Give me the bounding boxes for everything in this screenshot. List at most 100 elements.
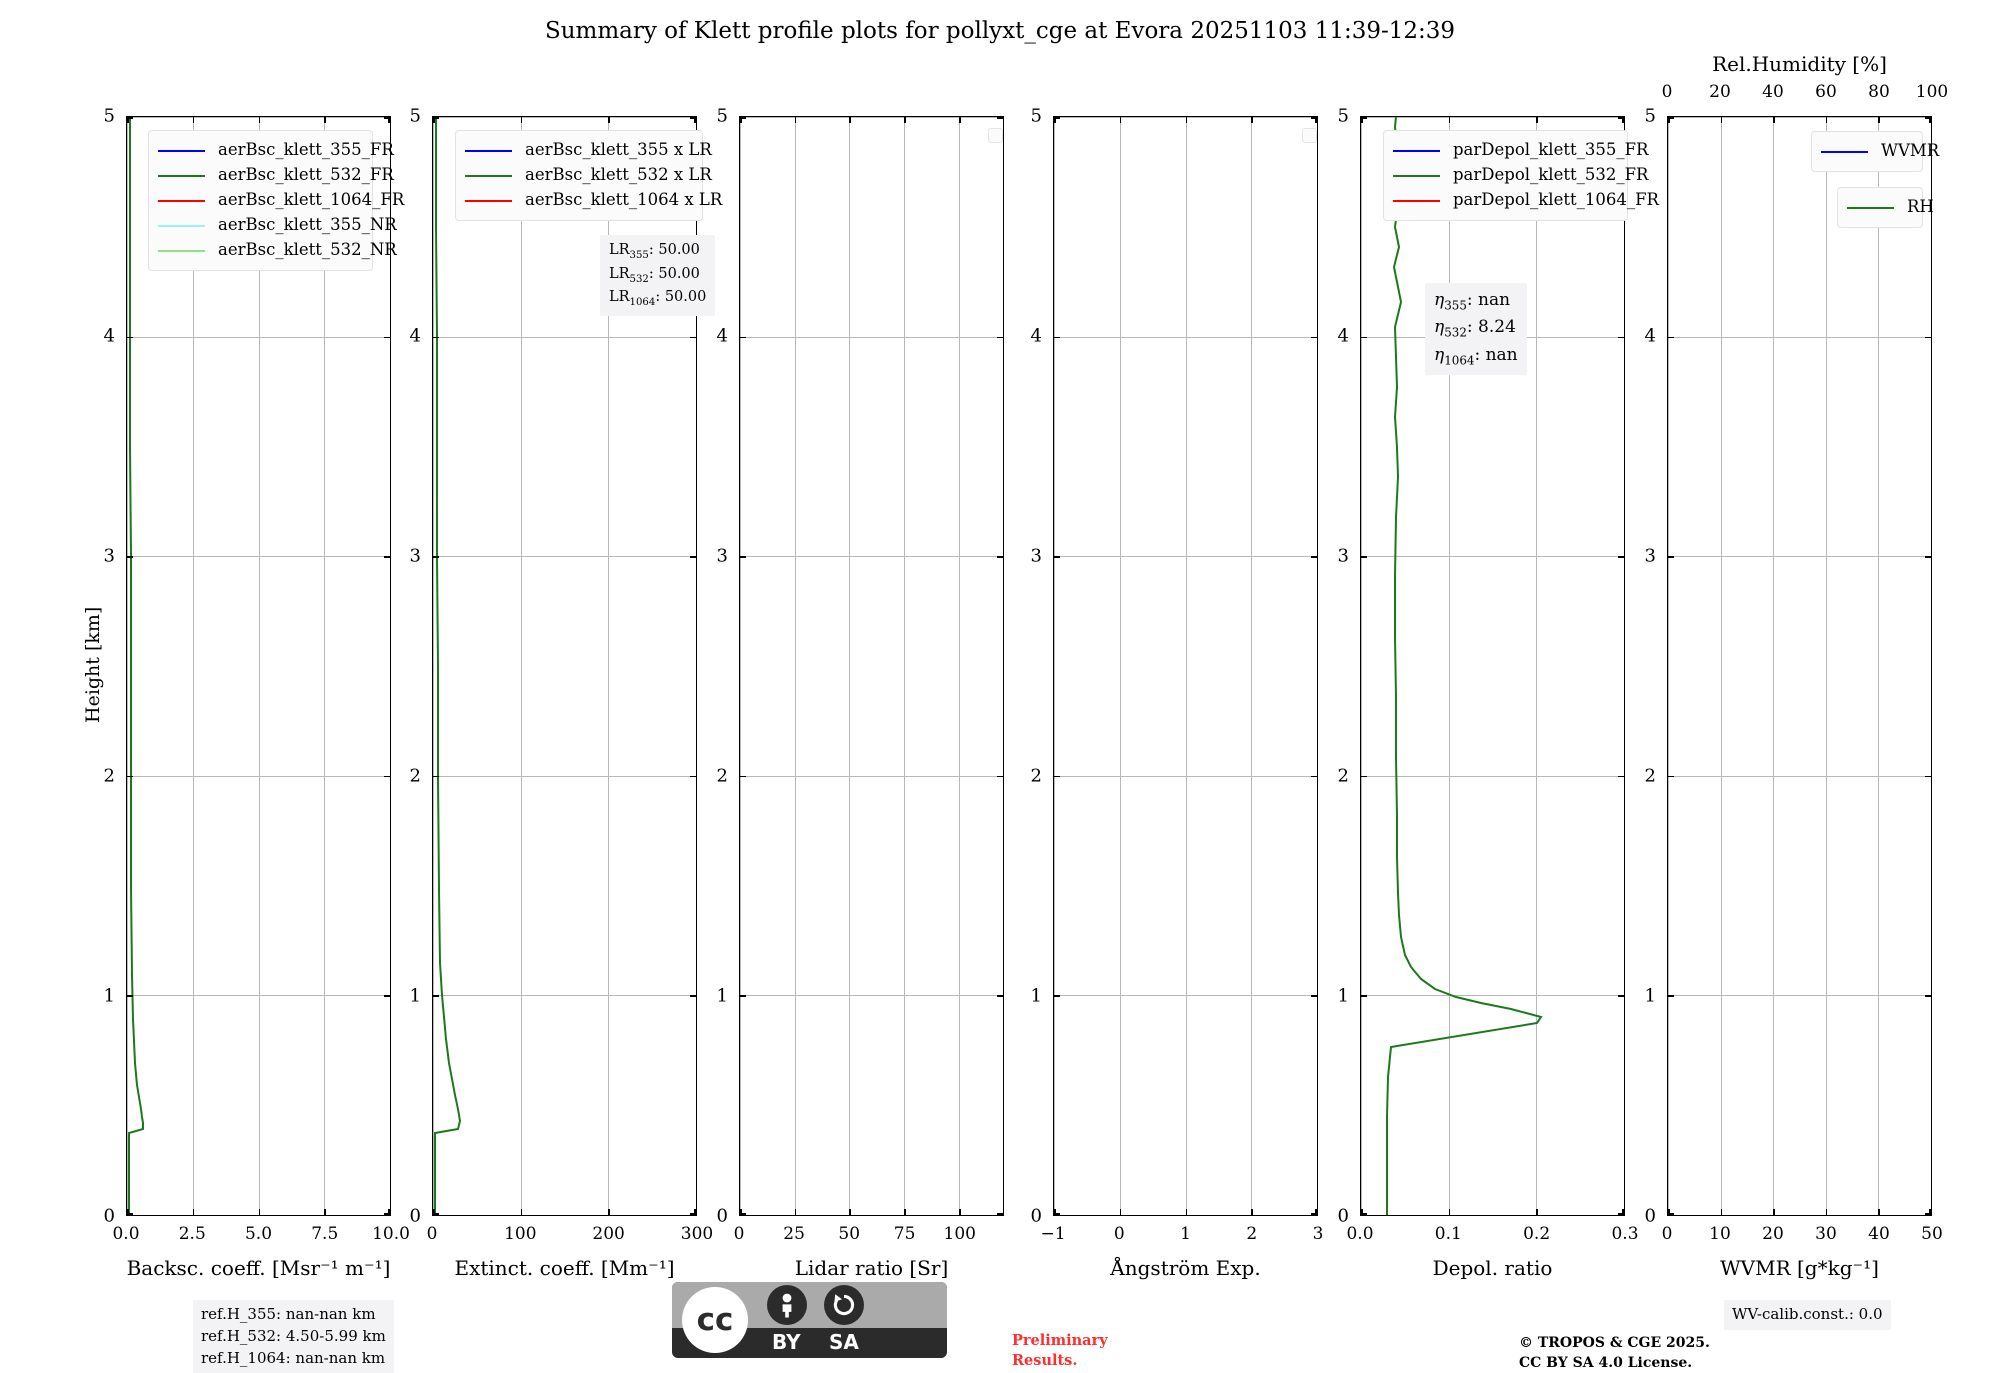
legend-swatch-wvmr xyxy=(1821,150,1868,153)
eta-532-row: η532: 8.24 xyxy=(1434,317,1516,340)
y-tick-2: 2 xyxy=(409,765,421,787)
ref-height-532: ref.H_532: 4.50-5.99 km xyxy=(201,1326,386,1345)
y-tick-0: 0 xyxy=(1644,1205,1656,1227)
wv-calib-const: WV-calib.const.: 0.0 xyxy=(1732,1305,1883,1323)
x-axis-title-backscatter: Backsc. coeff. [Msr⁻¹ m⁻¹] xyxy=(126,1256,391,1280)
ref-height-1064: ref.H_1064: nan-nan km xyxy=(201,1348,386,1367)
plot-area-backscatter xyxy=(126,116,391,1216)
x-tick-label: 0 xyxy=(1113,1224,1125,1244)
x-tick-label: 200 xyxy=(592,1224,625,1244)
x-tick-label: −1 xyxy=(1040,1224,1066,1244)
plot-area-lidar-ratio xyxy=(739,116,1004,1216)
y-tick-2: 2 xyxy=(716,765,728,787)
legend-swatch-1064-lr xyxy=(465,199,512,202)
y-tick-2: 2 xyxy=(1337,765,1349,787)
y-tick-1: 1 xyxy=(409,985,421,1007)
legend-item[interactable]: RH xyxy=(1847,195,1934,220)
legend-swatch-depol-532 xyxy=(1393,174,1440,177)
legend-item[interactable]: aerBsc_klett_355 x LR xyxy=(465,138,712,163)
legend-item[interactable]: parDepol_klett_1064_FR xyxy=(1393,188,1659,213)
depol-curve xyxy=(1386,117,1543,1215)
x-tick-label: 0 xyxy=(733,1224,745,1244)
y-tick-5: 5 xyxy=(1030,105,1042,127)
legend-item[interactable]: parDepol_klett_355_FR xyxy=(1393,138,1648,163)
eta-key: η xyxy=(1434,317,1445,338)
legend-item[interactable]: aerBsc_klett_355_FR xyxy=(158,138,394,163)
legend-depol-ratio[interactable]: parDepol_klett_355_FR parDepol_klett_532… xyxy=(1383,130,1659,221)
y-tick-0: 0 xyxy=(409,1205,421,1227)
y-tick-3: 3 xyxy=(1030,545,1042,567)
preliminary-line-2: Results. xyxy=(1012,1351,1078,1369)
legend-swatch-532-lr xyxy=(465,174,512,177)
legend-item[interactable]: aerBsc_klett_355_NR xyxy=(158,213,397,238)
top-x-tick-label: 60 xyxy=(1815,82,1837,102)
sa-label: SA xyxy=(829,1330,859,1354)
legend-swatch-355-lr xyxy=(465,149,512,152)
y-tick-5: 5 xyxy=(1337,105,1349,127)
legend-label: parDepol_klett_1064_FR xyxy=(1453,190,1659,210)
legend-item[interactable]: aerBsc_klett_532_FR xyxy=(158,163,394,188)
legend-item[interactable]: aerBsc_klett_532 x LR xyxy=(465,163,712,188)
panel-depol-ratio: 5 4 3 2 1 0 0.0 0.1 0.2 0.3 Depol. ratio xyxy=(1338,106,1639,1281)
legend-backscatter[interactable]: aerBsc_klett_355_FR aerBsc_klett_532_FR … xyxy=(148,130,404,271)
cc-by-sa-badge-icon: cc BY SA xyxy=(672,1282,947,1358)
x-tick-label: 3 xyxy=(1312,1224,1324,1244)
x-tick-label: 2 xyxy=(1246,1224,1258,1244)
legend-rh[interactable]: RH xyxy=(1837,187,1934,228)
lr-value: 50.00 xyxy=(664,289,707,306)
preliminary-results-note: Preliminary Results. xyxy=(1012,1331,1108,1370)
x-tick-label: 0.3 xyxy=(1611,1224,1639,1244)
y-tick-4: 4 xyxy=(103,325,115,347)
y-tick-1: 1 xyxy=(1644,985,1656,1007)
x-tick-label: 10.0 xyxy=(372,1224,410,1244)
legend-wvmr[interactable]: WVMR xyxy=(1811,131,1939,172)
legend-extinction[interactable]: aerBsc_klett_355 x LR aerBsc_klett_532 x… xyxy=(455,130,722,221)
plot-area-depol-ratio xyxy=(1360,116,1625,1216)
legend-item[interactable]: aerBsc_klett_1064 x LR xyxy=(465,188,722,213)
eta-value: 8.24 xyxy=(1478,317,1516,338)
legend-label: WVMR xyxy=(1881,141,1940,161)
legend-swatch-1064-fr xyxy=(158,199,205,202)
y-tick-4: 4 xyxy=(716,325,728,347)
x-axis-title-lidar-ratio: Lidar ratio [Sr] xyxy=(794,1256,949,1280)
x-axis-title-depol-ratio: Depol. ratio xyxy=(1432,1256,1553,1280)
y-tick-3: 3 xyxy=(1337,545,1349,567)
legend-label: aerBsc_klett_355_FR xyxy=(218,140,394,160)
legend-label: parDepol_klett_532_FR xyxy=(1453,165,1649,185)
y-tick-5: 5 xyxy=(716,105,728,127)
x-tick-label: 100 xyxy=(504,1224,537,1244)
plot-area-extinction xyxy=(432,116,697,1216)
y-tick-3: 3 xyxy=(1644,545,1656,567)
by-person-icon xyxy=(767,1285,807,1325)
legend-label: aerBsc_klett_355 x LR xyxy=(525,140,712,160)
sa-share-alike-icon xyxy=(824,1285,864,1325)
legend-item[interactable]: aerBsc_klett_1064_FR xyxy=(158,188,404,213)
legend-item[interactable]: parDepol_klett_532_FR xyxy=(1393,163,1648,188)
x-tick-label: 25 xyxy=(783,1224,805,1244)
preliminary-line-1: Preliminary xyxy=(1012,1332,1108,1349)
y-tick-3: 3 xyxy=(103,545,115,567)
legend-swatch-532-fr xyxy=(158,174,205,177)
x-tick-label: 40 xyxy=(1868,1224,1890,1244)
legend-item[interactable]: WVMR xyxy=(1821,139,1939,164)
legend-label: RH xyxy=(1907,197,1934,217)
x-tick-label: 75 xyxy=(893,1224,916,1244)
wv-calib-box: WV-calib.const.: 0.0 xyxy=(1724,1300,1891,1330)
x-tick-label: 300 xyxy=(680,1224,714,1244)
y-tick-5: 5 xyxy=(409,105,421,127)
y-tick-4: 4 xyxy=(1644,325,1656,347)
x-tick-label: 100 xyxy=(943,1224,976,1244)
x-tick-label: 0 xyxy=(426,1224,438,1244)
legend-item[interactable]: aerBsc_klett_532_NR xyxy=(158,238,397,263)
x-tick-label: 50 xyxy=(838,1224,861,1244)
x-tick-label: 2.5 xyxy=(178,1224,206,1244)
eta-key: η xyxy=(1434,344,1445,365)
eta-value: nan xyxy=(1485,344,1518,365)
ref-height-355: ref.H_355: nan-nan km xyxy=(201,1305,376,1323)
y-tick-0: 0 xyxy=(103,1205,115,1227)
y-tick-1: 1 xyxy=(716,985,728,1007)
legend-swatch-355-fr xyxy=(158,149,205,152)
legend-label: aerBsc_klett_1064 x LR xyxy=(525,190,723,210)
y-tick-0: 0 xyxy=(1337,1205,1349,1227)
empty-legend-angstrom xyxy=(1302,128,1317,143)
